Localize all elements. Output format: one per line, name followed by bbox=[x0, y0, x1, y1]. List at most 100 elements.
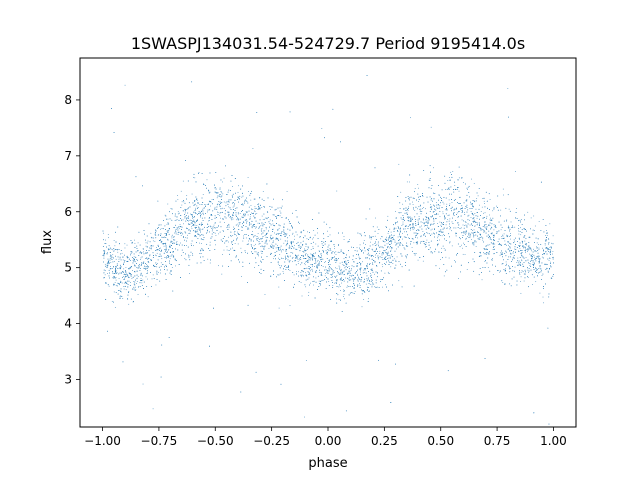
data-point bbox=[367, 289, 368, 290]
data-point bbox=[309, 232, 310, 233]
data-point bbox=[446, 269, 448, 271]
data-point bbox=[547, 247, 548, 249]
data-point bbox=[392, 247, 394, 249]
data-point bbox=[332, 272, 334, 274]
data-point bbox=[479, 233, 481, 235]
data-point bbox=[248, 224, 250, 226]
data-point bbox=[264, 230, 266, 232]
data-point bbox=[509, 283, 511, 285]
data-point bbox=[495, 233, 497, 234]
data-point bbox=[492, 274, 494, 275]
data-point bbox=[188, 224, 190, 225]
data-point bbox=[131, 274, 133, 276]
data-point bbox=[332, 251, 334, 253]
data-point bbox=[542, 247, 543, 249]
data-point bbox=[285, 265, 286, 266]
data-point bbox=[520, 234, 522, 236]
data-point bbox=[273, 245, 275, 247]
data-point bbox=[232, 196, 233, 197]
data-point bbox=[437, 213, 439, 215]
data-point bbox=[195, 203, 196, 205]
data-point bbox=[239, 213, 241, 214]
data-point bbox=[399, 232, 400, 234]
data-point bbox=[463, 202, 465, 204]
data-point bbox=[505, 269, 506, 271]
data-point bbox=[486, 228, 487, 230]
data-point bbox=[300, 272, 302, 273]
data-point bbox=[137, 294, 139, 295]
data-point bbox=[217, 203, 219, 205]
data-point bbox=[399, 202, 401, 204]
data-point bbox=[152, 237, 154, 239]
data-point bbox=[486, 215, 488, 217]
data-point bbox=[120, 288, 122, 290]
data-point bbox=[126, 244, 128, 246]
data-point bbox=[117, 251, 119, 253]
data-point bbox=[316, 265, 318, 267]
data-point bbox=[419, 218, 420, 220]
data-point bbox=[407, 210, 409, 212]
data-point bbox=[353, 283, 354, 284]
data-point bbox=[489, 244, 491, 246]
data-point bbox=[330, 258, 332, 260]
data-point bbox=[334, 260, 336, 262]
data-point bbox=[312, 248, 314, 249]
data-point bbox=[447, 214, 449, 216]
data-point bbox=[403, 247, 405, 249]
data-point bbox=[372, 263, 374, 265]
data-point bbox=[534, 256, 535, 258]
data-point bbox=[342, 273, 343, 275]
data-point bbox=[357, 275, 359, 276]
data-point bbox=[155, 254, 156, 256]
data-point bbox=[266, 218, 268, 220]
data-point bbox=[381, 263, 383, 265]
data-point bbox=[188, 264, 190, 266]
data-point bbox=[521, 252, 523, 253]
data-point bbox=[260, 273, 262, 275]
data-point bbox=[408, 237, 409, 239]
data-point bbox=[163, 243, 165, 244]
data-point bbox=[381, 254, 383, 256]
data-point bbox=[499, 271, 501, 273]
data-point bbox=[400, 242, 401, 243]
data-point bbox=[251, 245, 252, 247]
data-point bbox=[109, 272, 110, 274]
data-point bbox=[473, 183, 475, 184]
data-point bbox=[365, 269, 366, 271]
data-point bbox=[472, 214, 473, 215]
data-point bbox=[295, 231, 297, 233]
data-point bbox=[551, 278, 553, 279]
data-point bbox=[479, 252, 481, 253]
data-point bbox=[169, 244, 171, 246]
data-point bbox=[176, 219, 178, 220]
data-point bbox=[480, 215, 481, 216]
data-point bbox=[286, 233, 288, 235]
data-point bbox=[296, 234, 298, 236]
data-point bbox=[301, 276, 302, 278]
data-point bbox=[209, 241, 211, 243]
data-point bbox=[195, 236, 197, 238]
data-point bbox=[258, 203, 260, 205]
data-point bbox=[448, 189, 450, 190]
data-point bbox=[421, 225, 422, 227]
data-point bbox=[200, 249, 202, 251]
data-point bbox=[257, 238, 259, 239]
data-point bbox=[214, 206, 216, 208]
data-point bbox=[376, 244, 377, 246]
data-point bbox=[354, 276, 356, 278]
data-point bbox=[543, 249, 544, 251]
data-point bbox=[480, 237, 482, 238]
data-point bbox=[189, 230, 191, 231]
data-point bbox=[166, 223, 168, 225]
data-point bbox=[168, 249, 170, 250]
data-point bbox=[466, 237, 467, 239]
data-point bbox=[122, 361, 124, 363]
data-point bbox=[370, 238, 372, 240]
data-point bbox=[442, 213, 444, 215]
data-point bbox=[227, 225, 229, 226]
data-point bbox=[156, 266, 158, 268]
data-point bbox=[522, 266, 524, 267]
data-point bbox=[250, 205, 252, 206]
data-point bbox=[298, 271, 299, 273]
data-point bbox=[245, 211, 247, 213]
